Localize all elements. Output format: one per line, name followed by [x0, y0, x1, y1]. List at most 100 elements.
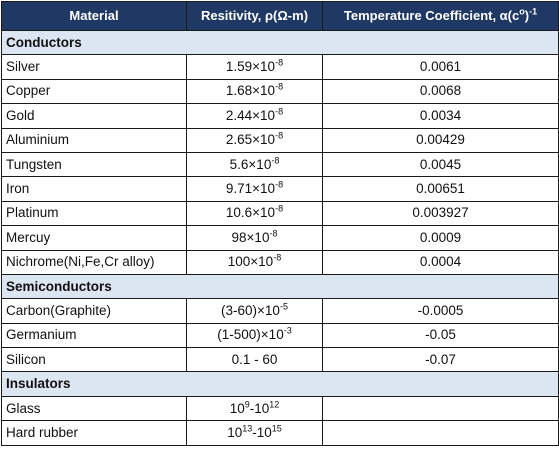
resistivity-cell: 2.44×10-8	[186, 103, 323, 129]
resistivity-exponent: -8	[273, 252, 282, 263]
material-cell: Silver	[1, 54, 187, 80]
table-row: Platinum 10.6×10-8 0.003927	[1, 200, 559, 227]
resistivity-cell: 9.71×10-8	[186, 176, 323, 202]
coefficient-cell: -0.0005	[322, 298, 559, 324]
table-row: Germanium (1-500)×10-3 -0.05	[1, 322, 559, 349]
header-row: Material Resitivity, ρ(Ω-m) Temperature …	[1, 1, 559, 31]
table-row: Aluminium 2.65×10-8 0.00429	[1, 127, 559, 153]
coefficient-cell	[322, 420, 559, 446]
resistivity-base: 100×10	[227, 254, 274, 270]
resistivity-base: 9.71×10	[225, 181, 276, 197]
resistivity-exponent: -8	[271, 155, 280, 166]
resistivity-high-exponent: 15	[271, 423, 282, 434]
resistivity-base: 1.59×10	[225, 59, 276, 75]
table-row: Tungsten 5.6×10-8 0.0045	[1, 151, 559, 178]
resistivity-high-base: 10	[256, 424, 272, 440]
coefficient-cell: 0.00651	[322, 176, 559, 202]
table-row: Glass 109-1012	[1, 395, 559, 422]
material-cell: Platinum	[1, 200, 187, 227]
resistivity-base: (1-500)×10	[217, 327, 284, 343]
section-title: Insulators	[1, 371, 559, 397]
table-row: Copper 1.68×10-8 0.0068	[1, 78, 559, 105]
material-cell: Hard rubber	[1, 420, 187, 446]
range-dash: -	[249, 400, 255, 416]
resistivity-cell: (3-60)×10-5	[186, 298, 323, 324]
material-cell: Iron	[1, 176, 187, 202]
table-row: Nichrome(Ni,Fe,Cr alloy) 100×10-8 0.0004	[1, 249, 559, 275]
section-title: Semiconductors	[1, 273, 559, 300]
resistivity-base: 98×10	[231, 229, 270, 245]
section-row-semiconductors: Semiconductors	[1, 273, 559, 300]
material-cell: Nichrome(Ni,Fe,Cr alloy)	[1, 249, 187, 275]
resistivity-cell: 109-1012	[186, 395, 323, 422]
coefficient-cell: -0.07	[322, 347, 559, 373]
resistivity-exponent: -8	[275, 81, 284, 92]
header-resistivity: Resitivity, ρ(Ω-m)	[186, 1, 323, 31]
material-cell: Carbon(Graphite)	[1, 298, 187, 324]
resistivity-exponent: -8	[275, 57, 284, 68]
resistivity-high-base: 10	[254, 400, 270, 416]
section-title: Conductors	[1, 29, 559, 56]
resistivity-cell: 1013-1015	[186, 420, 323, 446]
header-temp-coeff-exponent: -1	[529, 6, 538, 17]
resistivity-cell: 1.59×10-8	[186, 54, 323, 80]
header-temp-coeff-close: )	[524, 8, 530, 23]
coefficient-cell: 0.0034	[322, 103, 559, 129]
table-row: Silver 1.59×10-8 0.0061	[1, 54, 559, 80]
table-row: Gold 2.44×10-8 0.0034	[1, 103, 559, 129]
resistivity-low-base: 10	[229, 400, 245, 416]
header-temperature-coefficient: Temperature Coefficient, α(co)-1	[322, 1, 559, 31]
coefficient-cell: 0.0009	[322, 225, 559, 251]
resistivity-low-exponent: 13	[242, 423, 253, 434]
resistivity-exponent: -5	[279, 301, 288, 312]
table-row: Iron 9.71×10-8 0.00651	[1, 176, 559, 202]
resistivity-cell: 98×10-8	[186, 225, 323, 251]
coefficient-cell: 0.0061	[322, 54, 559, 80]
resistivity-exponent: -8	[275, 203, 284, 214]
resistivity-cell: 0.1 - 60	[186, 347, 323, 373]
range-dash: -	[252, 424, 257, 440]
coefficient-cell: 0.0045	[322, 151, 559, 178]
table-row: Mercuy 98×10-8 0.0009	[1, 225, 559, 251]
resistivity-base: 1.68×10	[225, 83, 276, 99]
coefficient-cell: 0.00429	[322, 127, 559, 153]
material-cell: Silicon	[1, 347, 187, 373]
resistivity-cell: 1.68×10-8	[186, 78, 323, 105]
resistivity-base: 0.1 - 60	[231, 351, 278, 367]
resistivity-cell: 5.6×10-8	[186, 151, 323, 178]
resistivity-exponent: -8	[269, 228, 278, 239]
coefficient-cell: 0.0068	[322, 78, 559, 105]
resistivity-base: (3-60)×10	[221, 302, 280, 318]
coefficient-cell: -0.05	[322, 322, 559, 349]
resistivity-base: 2.65×10	[225, 132, 276, 148]
material-cell: Tungsten	[1, 151, 187, 178]
header-temp-coeff-base: Temperature Coefficient, α(c	[343, 8, 520, 23]
table-row: Hard rubber 1013-1015	[1, 420, 559, 446]
resistivity-low-exponent: 9	[244, 399, 250, 410]
resistivity-base: 5.6×10	[229, 156, 272, 172]
section-row-conductors: Conductors	[1, 29, 559, 56]
material-cell: Germanium	[1, 322, 187, 349]
coefficient-cell: 0.0004	[322, 249, 559, 275]
resistivity-high-exponent: 12	[269, 399, 280, 410]
material-cell: Aluminium	[1, 127, 187, 153]
section-row-insulators: Insulators	[1, 371, 559, 397]
header-temp-coeff-degree: o	[519, 6, 525, 17]
resistivity-exponent: -8	[275, 130, 284, 141]
coefficient-cell	[322, 395, 559, 422]
resistivity-cell: 10.6×10-8	[186, 200, 323, 227]
coefficient-cell: 0.003927	[322, 200, 559, 227]
resistivity-exponent: -8	[275, 179, 284, 190]
material-cell: Glass	[1, 395, 187, 422]
resistivity-exponent: -3	[283, 325, 292, 336]
header-material: Material	[1, 1, 187, 31]
resistivity-low-base: 10	[227, 424, 243, 440]
material-cell: Copper	[1, 78, 187, 105]
resistivity-cell: 100×10-8	[186, 249, 323, 275]
resistivity-cell: 2.65×10-8	[186, 127, 323, 153]
resistivity-base: 10.6×10	[225, 205, 276, 221]
table-row: Carbon(Graphite) (3-60)×10-5 -0.0005	[1, 298, 559, 324]
resistivity-cell: (1-500)×10-3	[186, 322, 323, 349]
material-cell: Gold	[1, 103, 187, 129]
